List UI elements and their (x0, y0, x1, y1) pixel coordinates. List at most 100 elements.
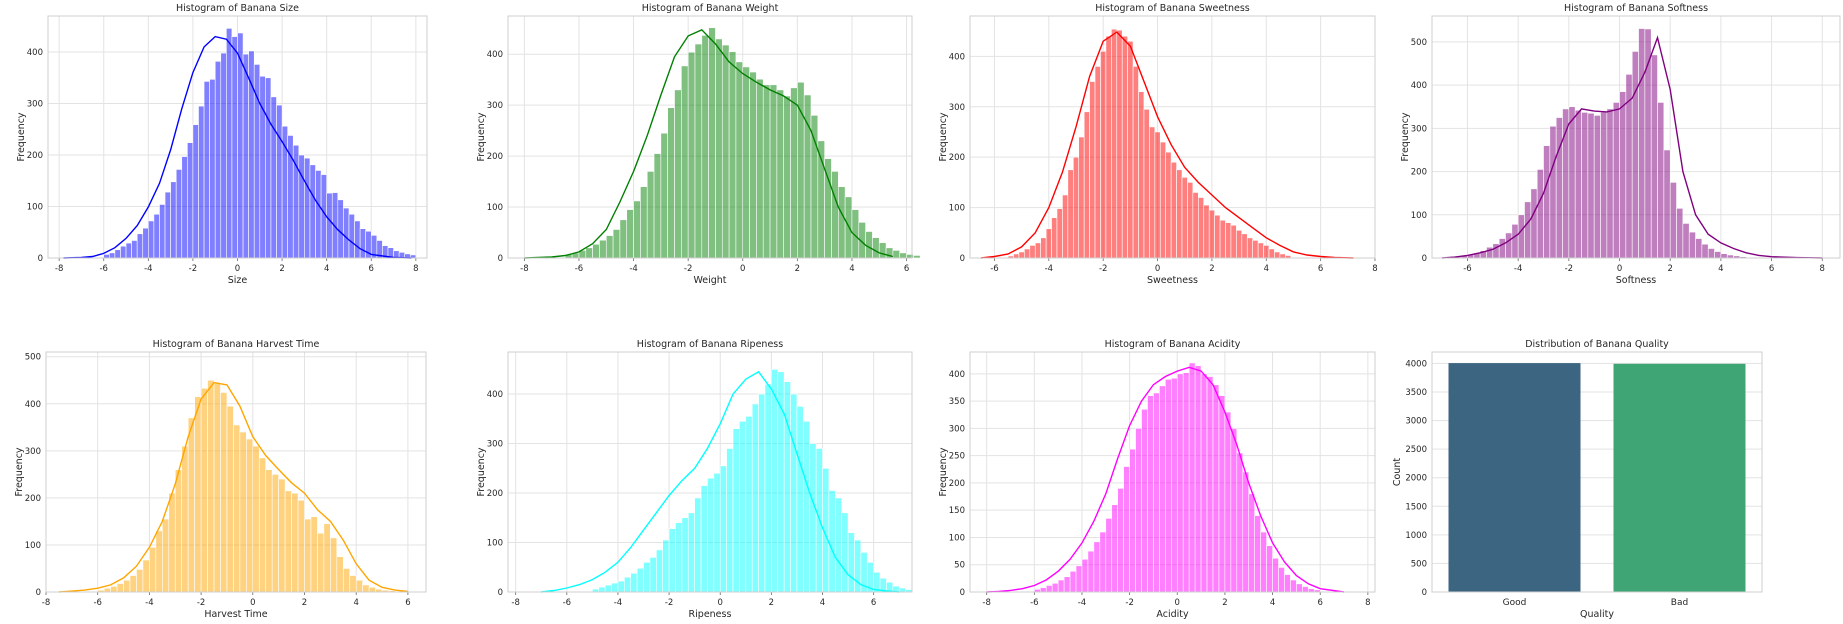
y-tick-label: 400 (487, 50, 503, 60)
plot-frame (1431, 15, 1841, 259)
x-tick-label: 6 (904, 264, 909, 274)
histogram-bar (1574, 109, 1582, 259)
histogram-bar (1257, 242, 1264, 259)
histogram-bar (287, 135, 294, 259)
y-axis-label: Frequency (1400, 112, 1411, 161)
histogram-bar (1290, 579, 1297, 593)
histogram-bar (1040, 237, 1047, 259)
x-tick-label: 4 (1264, 264, 1269, 274)
histogram-bar (368, 586, 376, 593)
y-tick-label: 100 (487, 539, 503, 549)
histogram-bar (735, 61, 744, 259)
chart-title: Distribution of Banana Quality (1525, 339, 1669, 350)
histogram-bar (1707, 248, 1715, 259)
histogram-bar (667, 107, 675, 259)
histogram-bar (1593, 115, 1601, 259)
histogram-bars (1454, 28, 1747, 259)
x-tick-label: -6 (563, 598, 571, 608)
histogram-bar (220, 52, 227, 259)
histogram-bar (892, 250, 901, 259)
histogram-bar (1063, 576, 1071, 593)
histogram-bar (1176, 373, 1184, 593)
histogram-bar (783, 95, 791, 259)
histogram-bar (1075, 565, 1083, 593)
chart-panel-5: -8 -6 -4 -2 0 2 4 6 0 100 200 300 400 500 Histogram of… (14, 339, 427, 620)
plot-frame (507, 351, 913, 593)
histogram-bar (220, 392, 228, 593)
y-tick-label: 400 (27, 48, 43, 58)
histogram-bar (278, 478, 286, 593)
histogram-bar (1701, 243, 1709, 259)
histogram-bar (913, 255, 921, 259)
histogram-bar (1159, 141, 1167, 259)
histogram-bar (764, 383, 772, 593)
histogram-bar (109, 252, 116, 259)
y-tick-label: 200 (949, 153, 965, 163)
histogram-bar (790, 393, 798, 593)
histogram-bar (103, 254, 110, 259)
histogram-bar (237, 32, 244, 259)
histogram-bar (1051, 582, 1059, 593)
chart-panel-8: Good Bad 0 500 1000 1500 2000 2500 3000 3500 4000 D… (1392, 339, 1763, 620)
histogram-bar (231, 36, 238, 259)
y-tick-label: 100 (949, 533, 965, 543)
histogram-bar (1141, 408, 1148, 593)
x-tick-label: 8 (1365, 598, 1370, 608)
histogram-bar (1230, 224, 1237, 259)
histogram-bar (598, 586, 606, 593)
histogram-bar (585, 247, 593, 259)
histogram-bar (1650, 54, 1658, 259)
y-axis-label: Frequency (938, 447, 949, 496)
x-tick-label: -2 (1565, 264, 1573, 274)
histogram-bar (1099, 531, 1107, 593)
histogram-bar (200, 387, 208, 593)
histogram-bars (97, 379, 396, 593)
histogram-bar (258, 457, 267, 593)
y-tick-label: 400 (1411, 81, 1427, 91)
histogram-bar (797, 81, 805, 259)
histogram-bar (1486, 246, 1494, 259)
histogram-bar (726, 448, 734, 593)
histogram-bar (315, 170, 322, 259)
histogram-bar (136, 233, 144, 259)
x-tick-label: -6 (1463, 264, 1471, 274)
histogram-bar (715, 38, 723, 259)
histogram-bar (742, 66, 750, 259)
histogram-bar (1154, 131, 1161, 259)
histogram-bar (1206, 376, 1214, 593)
histogram-bar (1149, 126, 1156, 259)
x-tick-label: 8 (413, 264, 418, 274)
y-tick-label: 100 (25, 541, 41, 551)
histogram-bar (1013, 253, 1020, 259)
histogram-bar (1272, 557, 1279, 593)
histogram-bar (1268, 248, 1275, 259)
y-tick-label: 100 (949, 204, 965, 214)
histogram-bar (1121, 35, 1128, 259)
x-axis-label: Acidity (1156, 609, 1189, 620)
x-tick-label: 4 (1718, 264, 1723, 274)
chart-title: Histogram of Banana Sweetness (1095, 3, 1250, 14)
bar-bad (1613, 363, 1746, 592)
x-tick-label: 0 (740, 264, 745, 274)
histogram-bar (1198, 197, 1205, 259)
histogram-bar (174, 469, 183, 593)
chart-title: Histogram of Banana Size (176, 3, 299, 14)
histogram-bar (662, 539, 670, 593)
x-axis-label: Quality (1580, 609, 1614, 620)
histogram-bar (1018, 251, 1025, 259)
bar-good (1448, 363, 1581, 592)
histogram-bar (162, 518, 170, 593)
x-tick-label: 2 (769, 598, 774, 608)
histogram-bar (828, 490, 836, 593)
histogram-bar (612, 229, 621, 259)
histogram-bar (626, 209, 634, 259)
chart-panel-4: -6 -4 -2 0 2 4 6 8 0 100 200 300 400 500 Histogram of … (1400, 3, 1841, 286)
histogram-bar (649, 557, 657, 593)
histogram-bar (1147, 395, 1154, 593)
histogram-bar (1606, 108, 1614, 259)
histogram-bar (1581, 112, 1589, 259)
histogram-bar (653, 153, 662, 259)
histogram-bar (592, 243, 600, 259)
y-tick-label: 400 (949, 52, 965, 62)
y-tick-label: 3000 (1405, 417, 1427, 427)
